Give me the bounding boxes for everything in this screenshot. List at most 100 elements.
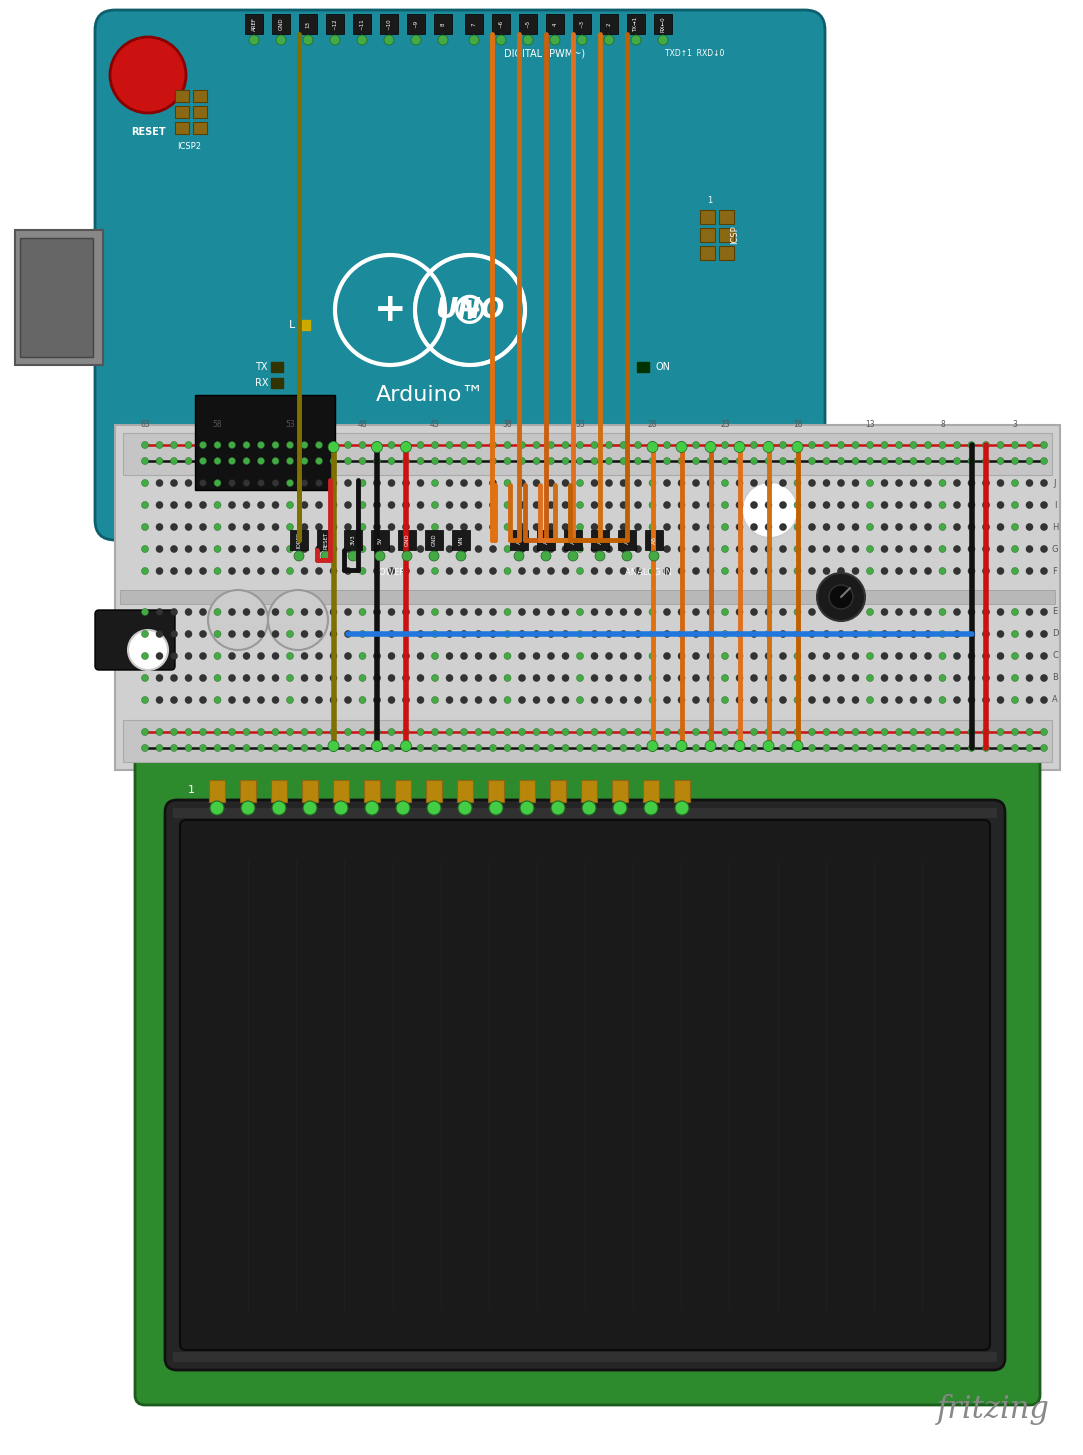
Circle shape [272,630,279,637]
Circle shape [1026,652,1033,659]
Circle shape [582,802,596,815]
Circle shape [438,35,448,45]
Circle shape [1026,675,1033,681]
Circle shape [229,675,235,681]
Circle shape [809,745,815,751]
Circle shape [214,502,221,508]
Circle shape [809,457,815,464]
Circle shape [591,729,598,735]
Circle shape [417,441,425,448]
Circle shape [997,608,1004,615]
Circle shape [142,502,148,508]
Bar [271,378,283,388]
Circle shape [953,652,961,659]
Circle shape [358,652,366,659]
Circle shape [199,675,207,681]
Circle shape [968,729,975,735]
Text: TXD↑1  RXD↓0: TXD↑1 RXD↓0 [665,49,725,58]
Circle shape [170,546,178,553]
Circle shape [968,697,975,704]
Circle shape [460,441,468,448]
Circle shape [1041,630,1047,637]
Circle shape [658,35,668,45]
Circle shape [866,745,874,751]
Circle shape [460,567,468,575]
Circle shape [431,652,439,659]
Circle shape [707,502,714,508]
Circle shape [866,502,874,508]
Circle shape [649,502,656,508]
Circle shape [460,480,468,486]
Circle shape [417,567,425,575]
Circle shape [344,567,352,575]
Circle shape [605,480,613,486]
Circle shape [939,675,945,681]
Circle shape [214,524,221,531]
Circle shape [852,729,859,735]
Circle shape [156,524,164,531]
Bar [272,15,290,33]
Circle shape [736,675,743,681]
Circle shape [533,608,540,615]
Circle shape [548,630,554,637]
Circle shape [852,745,859,751]
Text: 2: 2 [606,22,612,26]
Circle shape [1026,567,1033,575]
Circle shape [562,480,569,486]
Text: RESET: RESET [131,127,166,137]
Circle shape [619,745,627,751]
Circle shape [533,729,540,735]
Circle shape [910,729,917,735]
Circle shape [258,441,264,448]
Circle shape [765,480,772,486]
Circle shape [736,567,743,575]
Circle shape [562,729,569,735]
FancyBboxPatch shape [180,821,990,1350]
Circle shape [358,675,366,681]
Circle shape [258,567,264,575]
Circle shape [968,502,975,508]
Circle shape [576,441,584,448]
Circle shape [721,502,729,508]
Circle shape [751,480,757,486]
Circle shape [490,567,496,575]
Circle shape [896,457,902,464]
Circle shape [823,457,830,464]
Circle shape [649,608,656,615]
Circle shape [301,524,308,531]
Circle shape [982,546,990,553]
Circle shape [736,457,743,464]
Circle shape [490,675,496,681]
Circle shape [852,480,859,486]
Circle shape [533,697,540,704]
Circle shape [794,567,801,575]
Circle shape [692,745,700,751]
Circle shape [490,457,496,464]
Circle shape [358,546,366,553]
Circle shape [272,567,279,575]
Circle shape [431,441,439,448]
Circle shape [214,546,221,553]
Circle shape [852,697,859,704]
Circle shape [619,524,627,531]
Circle shape [619,480,627,486]
Circle shape [692,729,700,735]
Circle shape [321,551,331,562]
Circle shape [664,567,670,575]
Circle shape [287,480,293,486]
Circle shape [591,608,598,615]
Circle shape [619,441,627,448]
Circle shape [446,630,453,637]
Circle shape [794,697,801,704]
Circle shape [170,524,178,531]
Circle shape [562,675,569,681]
Bar [573,15,591,33]
Circle shape [1012,567,1018,575]
Circle shape [431,567,439,575]
Circle shape [635,567,641,575]
Text: L: L [289,320,296,330]
Circle shape [199,546,207,553]
Circle shape [199,441,207,448]
Circle shape [765,441,772,448]
Circle shape [504,441,511,448]
